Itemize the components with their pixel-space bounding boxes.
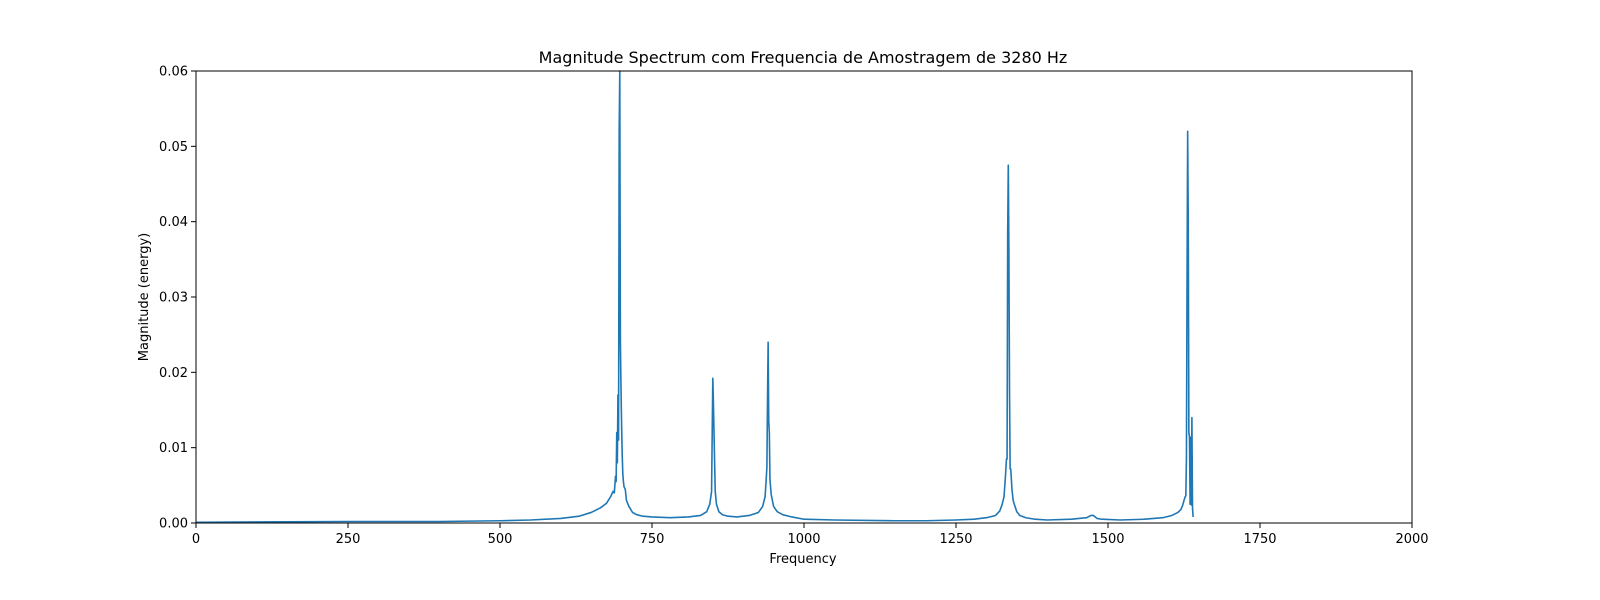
- x-tick-label: 1500: [1091, 532, 1124, 547]
- x-tick-label: 500: [488, 532, 513, 547]
- x-axis-ticks: 0 250 500 750 1000 1250 1500 1750 2000: [192, 523, 1429, 547]
- spectrum-series-line: [195, 70, 1194, 524]
- x-tick-label: 750: [640, 532, 665, 547]
- y-tick-label: 0.01: [159, 441, 188, 456]
- y-tick-label: 0.03: [159, 291, 188, 306]
- y-tick-label: 0.04: [159, 215, 188, 230]
- y-tick-label: 0.02: [159, 366, 188, 381]
- x-tick-label: 1750: [1243, 532, 1276, 547]
- plot-frame: [195, 70, 1413, 524]
- x-tick-label: 1000: [787, 532, 820, 547]
- x-tick-label: 1250: [939, 532, 972, 547]
- x-tick-label: 2000: [1395, 532, 1428, 547]
- x-tick-label: 0: [192, 532, 200, 547]
- x-tick-label: 250: [336, 532, 361, 547]
- plot-area: [195, 70, 1194, 524]
- y-tick-label: 0.00: [159, 517, 188, 532]
- chart-title: Magnitude Spectrum com Frequencia de Amo…: [539, 48, 1068, 67]
- y-tick-label: 0.06: [159, 65, 188, 80]
- y-tick-label: 0.05: [159, 140, 188, 155]
- x-axis-label: Frequency: [769, 552, 836, 567]
- y-axis-label: Magnitude (energy): [137, 233, 152, 361]
- y-axis-ticks: 0.00 0.01 0.02 0.03 0.04 0.05 0.06: [159, 65, 196, 532]
